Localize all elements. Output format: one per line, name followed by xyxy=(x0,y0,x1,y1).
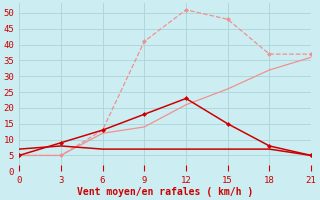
X-axis label: Vent moyen/en rafales ( km/h ): Vent moyen/en rafales ( km/h ) xyxy=(77,187,253,197)
